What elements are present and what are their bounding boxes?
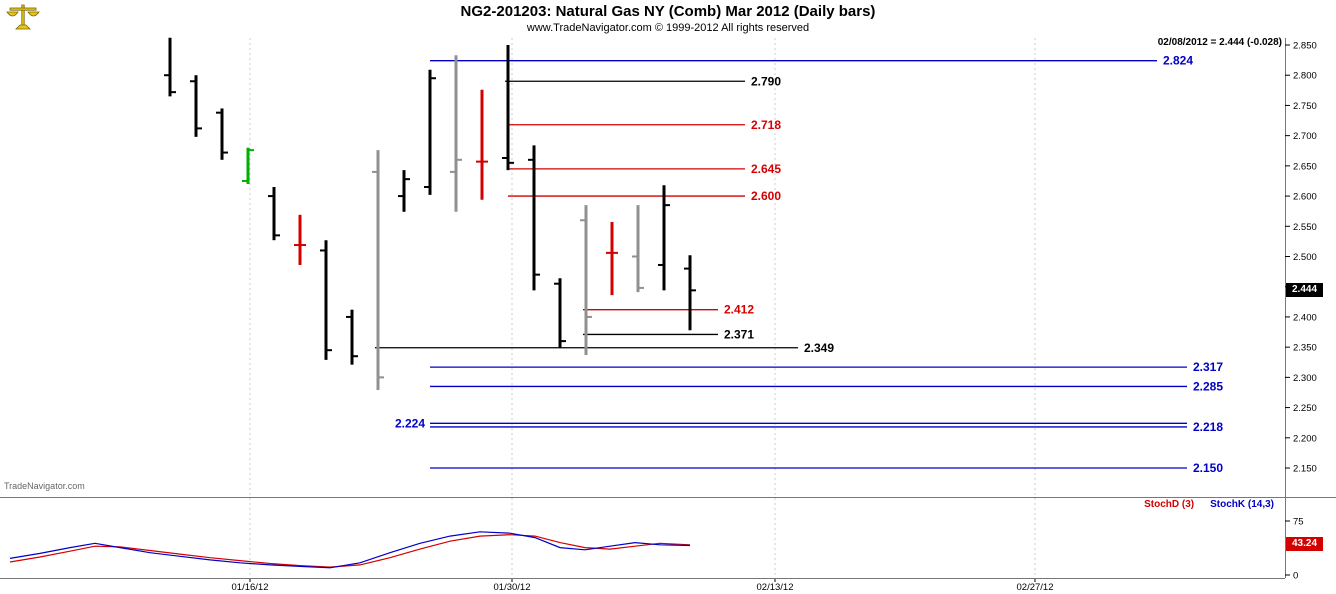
level-label: 2.412 <box>724 303 754 317</box>
scales-icon <box>6 4 40 30</box>
level-label: 2.718 <box>751 118 781 132</box>
stochk-legend-label[interactable]: StochK (14,3) <box>1210 499 1274 510</box>
stochk-line <box>9 531 691 569</box>
level-label: 2.317 <box>1193 360 1223 374</box>
level-label: 2.645 <box>751 162 781 176</box>
price-axis-label: 2.700 <box>1293 131 1317 142</box>
last-price-badge: 2.444 <box>1286 283 1323 297</box>
stoch-axis-label: 0 <box>1293 571 1298 582</box>
date-axis-label: 01/30/12 <box>494 582 531 593</box>
price-axis-label: 2.550 <box>1293 222 1317 233</box>
last-quote-readout: 02/08/2012 = 2.444 (-0.028) <box>1157 37 1282 48</box>
price-axis-label: 2.500 <box>1293 252 1317 263</box>
price-axis-label: 2.400 <box>1293 312 1317 323</box>
price-axis-label: 2.150 <box>1293 464 1317 475</box>
level-label: 2.600 <box>751 189 781 203</box>
price-axis-label: 2.750 <box>1293 101 1317 112</box>
price-axis-label: 2.650 <box>1293 161 1317 172</box>
price-axis-label: 2.850 <box>1293 41 1317 52</box>
stochd-legend-label[interactable]: StochD (3) <box>1144 499 1195 510</box>
level-label: 2.371 <box>724 327 754 341</box>
level-label: 2.224 <box>395 416 425 430</box>
level-label: 2.790 <box>751 74 781 88</box>
date-axis-label: 01/16/12 <box>232 582 269 593</box>
level-label: 2.218 <box>1193 420 1223 434</box>
stochd-line <box>9 534 691 568</box>
copyright-text: www.TradeNavigator.com © 1999-2012 All r… <box>526 22 810 34</box>
level-label: 2.349 <box>804 341 834 355</box>
level-label: 2.824 <box>1163 54 1193 68</box>
price-axis-label: 2.200 <box>1293 433 1317 444</box>
watermark-text: TradeNavigator.com <box>4 481 85 491</box>
stoch-axis-label: 75 <box>1293 517 1304 528</box>
price-axis-label: 2.250 <box>1293 403 1317 414</box>
stochastic-legend: StochD (3) StochK (14,3) <box>1144 499 1274 510</box>
price-axis-label: 2.800 <box>1293 71 1317 82</box>
level-label: 2.285 <box>1193 379 1223 393</box>
price-axis-label: 2.600 <box>1293 192 1317 203</box>
date-axis-label: 02/13/12 <box>757 582 794 593</box>
level-label: 2.150 <box>1193 461 1223 475</box>
date-axis-label: 02/27/12 <box>1017 582 1054 593</box>
price-axis-label: 2.300 <box>1293 373 1317 384</box>
app-logo <box>6 2 40 37</box>
price-axis-label: 2.350 <box>1293 343 1317 354</box>
stoch-value-badge: 43.24 <box>1286 537 1323 551</box>
chart-title: NG2-201203: Natural Gas NY (Comb) Mar 20… <box>460 3 876 20</box>
